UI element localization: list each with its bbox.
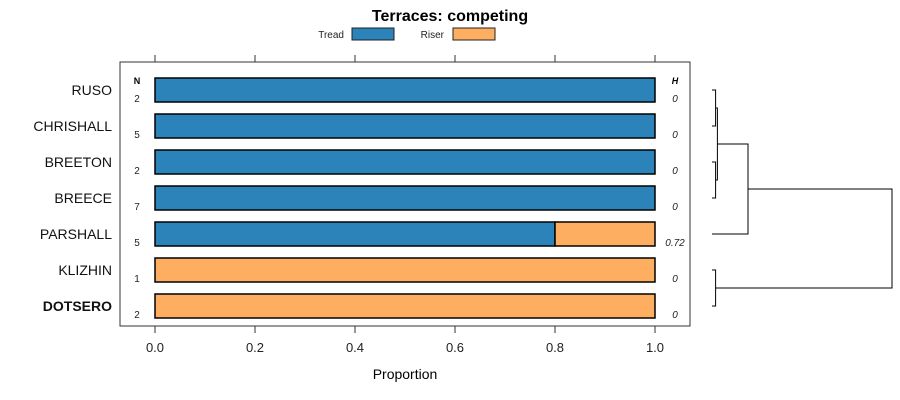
category-label: PARSHALL xyxy=(40,226,112,242)
legend-swatch-tread xyxy=(351,27,395,41)
bar-tread xyxy=(154,77,656,103)
category-label: BREETON xyxy=(45,154,112,170)
x-tick-label: 0.8 xyxy=(546,340,564,355)
bar-tread xyxy=(154,149,656,175)
legend-label: Riser xyxy=(421,30,445,41)
n-value: 2 xyxy=(134,94,140,105)
plot-frame xyxy=(119,61,691,327)
category-label: CHRISHALL xyxy=(33,118,112,134)
h-value: 0 xyxy=(672,310,678,321)
bar-tread xyxy=(154,185,656,211)
legend: Tread Riser xyxy=(318,27,496,41)
h-value: 0 xyxy=(672,130,678,141)
dendrogram-branch xyxy=(712,89,717,127)
legend-swatch-riser xyxy=(452,27,496,41)
x-tick-label: 0.6 xyxy=(446,340,464,355)
bar-tread xyxy=(154,113,656,139)
bar-riser xyxy=(554,221,656,247)
dendrogram-branch xyxy=(712,269,717,307)
x-axis-label: Proportion xyxy=(373,366,438,382)
h-value: 0 xyxy=(672,94,678,105)
h-value: 0 xyxy=(672,166,678,177)
category-label: BREECE xyxy=(54,190,112,206)
x-tick-label: 0.0 xyxy=(146,340,164,355)
bar-tread xyxy=(154,221,556,247)
category-label: KLIZHIN xyxy=(58,262,112,278)
n-value: 5 xyxy=(134,238,140,249)
x-tick-label: 0.2 xyxy=(246,340,264,355)
category-label: RUSO xyxy=(72,82,113,98)
h-value: 0 xyxy=(672,274,678,285)
x-tick-label: 1.0 xyxy=(646,340,664,355)
legend-label: Tread xyxy=(318,30,344,41)
n-value: 1 xyxy=(134,274,140,285)
h-value: 0 xyxy=(672,202,678,213)
n-value: 2 xyxy=(134,166,140,177)
n-value: 7 xyxy=(134,202,140,213)
n-value: 5 xyxy=(134,130,140,141)
n-value: 2 xyxy=(134,310,140,321)
category-label: DOTSERO xyxy=(43,298,112,314)
bar-riser xyxy=(154,293,656,319)
n-header: N xyxy=(134,76,141,86)
chart-title: Terraces: competing xyxy=(372,8,528,25)
h-header: H xyxy=(672,76,679,86)
dendrogram-branch xyxy=(712,161,717,199)
dendrogram xyxy=(712,89,893,307)
h-value: 0.72 xyxy=(665,238,685,249)
x-tick-label: 0.4 xyxy=(346,340,364,355)
bar-riser xyxy=(154,257,656,283)
dendrogram-branch xyxy=(715,188,893,289)
